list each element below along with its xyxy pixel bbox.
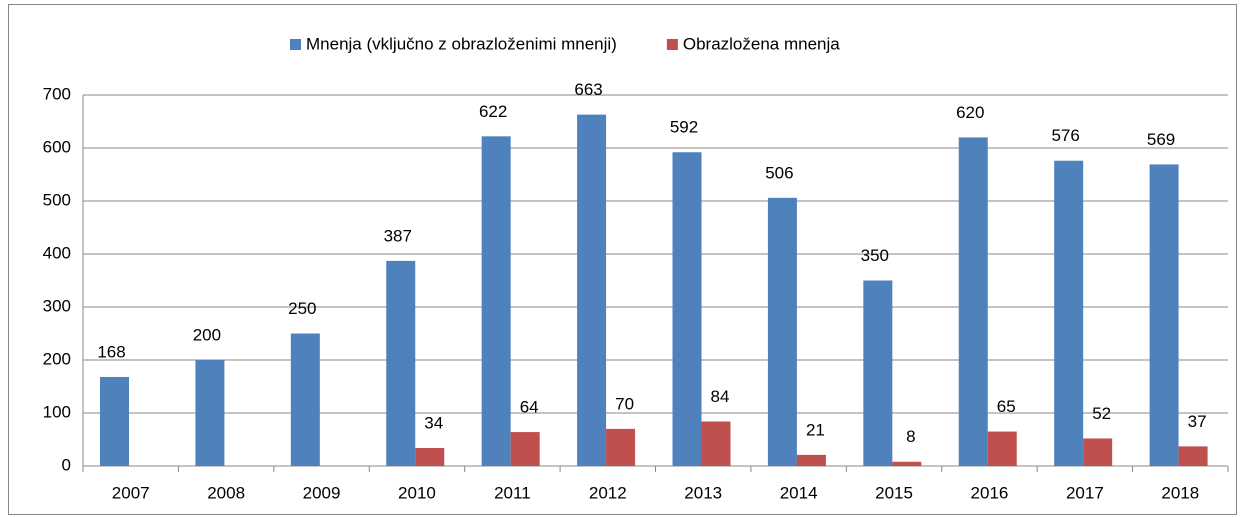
bar bbox=[1083, 438, 1113, 466]
legend-swatch bbox=[290, 39, 301, 50]
data-label: 70 bbox=[615, 394, 634, 413]
data-label: 200 bbox=[193, 325, 221, 344]
x-tick-label: 2010 bbox=[398, 483, 436, 502]
bar bbox=[577, 114, 607, 467]
x-tick-label: 2014 bbox=[780, 483, 818, 502]
y-tick-label: 200 bbox=[43, 349, 71, 368]
bar bbox=[1054, 160, 1084, 466]
bar bbox=[892, 461, 922, 466]
bar bbox=[415, 447, 445, 466]
bar bbox=[672, 152, 702, 467]
y-tick-label: 500 bbox=[43, 190, 71, 209]
data-label: 663 bbox=[574, 80, 602, 99]
x-tick-label: 2015 bbox=[875, 483, 913, 502]
y-tick-label: 700 bbox=[43, 84, 71, 103]
data-label: 387 bbox=[384, 226, 412, 245]
y-tick-label: 0 bbox=[62, 455, 71, 474]
data-label: 8 bbox=[906, 427, 915, 446]
legend-label: Mnenja (vključno z obrazloženimi mnenji) bbox=[306, 34, 617, 53]
bar bbox=[290, 333, 320, 466]
bar bbox=[796, 454, 826, 466]
data-label: 576 bbox=[1051, 126, 1079, 145]
data-label: 620 bbox=[956, 103, 984, 122]
data-label: 84 bbox=[711, 387, 730, 406]
data-label: 168 bbox=[97, 342, 125, 361]
x-tick-label: 2017 bbox=[1066, 483, 1104, 502]
y-tick-label: 400 bbox=[43, 243, 71, 262]
bar bbox=[701, 421, 731, 466]
bar bbox=[958, 137, 988, 466]
data-label: 506 bbox=[765, 163, 793, 182]
x-tick-label: 2018 bbox=[1161, 483, 1199, 502]
data-label: 34 bbox=[424, 413, 443, 432]
x-tick-label: 2013 bbox=[684, 483, 722, 502]
y-tick-label: 300 bbox=[43, 296, 71, 315]
bar bbox=[1149, 164, 1179, 466]
x-tick-label: 2011 bbox=[494, 483, 531, 502]
data-label: 592 bbox=[670, 118, 698, 137]
bar bbox=[1178, 446, 1208, 466]
legend-label: Obrazložena mnenja bbox=[683, 34, 840, 53]
bar bbox=[606, 428, 636, 466]
bar bbox=[767, 197, 797, 466]
data-label: 622 bbox=[479, 102, 507, 121]
data-label: 21 bbox=[806, 420, 825, 439]
bar bbox=[195, 360, 225, 466]
data-label: 569 bbox=[1147, 130, 1175, 149]
x-tick-label: 2008 bbox=[207, 483, 245, 502]
bar bbox=[386, 260, 416, 466]
data-label: 250 bbox=[288, 299, 316, 318]
data-label: 37 bbox=[1188, 412, 1207, 431]
y-tick-label: 600 bbox=[43, 137, 71, 156]
x-tick-label: 2009 bbox=[303, 483, 341, 502]
x-tick-label: 2007 bbox=[112, 483, 150, 502]
x-tick-label: 2016 bbox=[971, 483, 1009, 502]
data-label: 64 bbox=[520, 398, 539, 417]
bar bbox=[481, 136, 511, 466]
bar bbox=[100, 376, 129, 466]
data-label: 350 bbox=[861, 246, 889, 265]
legend-swatch bbox=[666, 39, 678, 50]
bar bbox=[863, 280, 893, 466]
data-label: 65 bbox=[997, 397, 1016, 416]
bar bbox=[510, 432, 540, 466]
y-tick-label: 100 bbox=[43, 402, 71, 421]
x-tick-label: 2012 bbox=[589, 483, 627, 502]
bar bbox=[987, 431, 1017, 466]
data-label: 52 bbox=[1092, 404, 1111, 423]
